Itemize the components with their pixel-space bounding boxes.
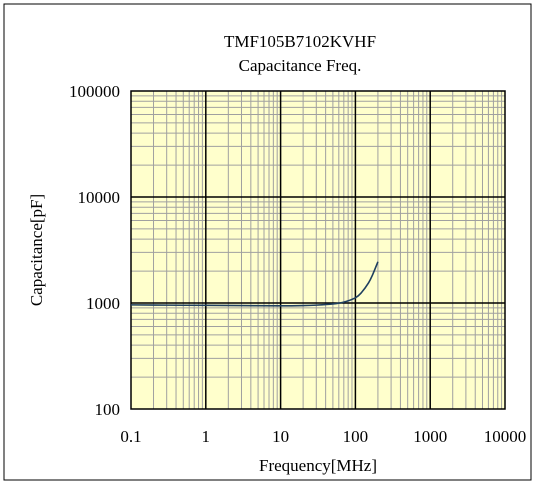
x-tick-label: 10000 — [484, 427, 527, 446]
x-axis-label: Frequency[MHz] — [259, 456, 377, 475]
series-layer — [130, 261, 379, 307]
chart-subtitle: Capacitance Freq. — [239, 56, 362, 75]
y-tick-label: 100000 — [69, 82, 120, 101]
y-tick-label: 1000 — [86, 294, 120, 313]
major-gridlines — [131, 91, 505, 409]
minor-gridlines — [131, 91, 505, 409]
x-tick-labels: 0.1 1 10 100 1000 10000 — [120, 427, 526, 446]
x-tick-label: 0.1 — [120, 427, 141, 446]
x-tick-label: 1 — [202, 427, 211, 446]
series-line — [130, 261, 379, 307]
x-tick-label: 100 — [343, 427, 369, 446]
plot-border — [130, 90, 506, 410]
plot-area — [131, 91, 505, 409]
y-axis-label: Capacitance[pF] — [27, 194, 46, 306]
y-tick-label: 100 — [95, 400, 121, 419]
y-tick-labels: 100 1000 10000 100000 — [69, 82, 120, 419]
x-tick-label: 1000 — [413, 427, 447, 446]
y-tick-label: 10000 — [78, 188, 121, 207]
x-tick-label: 10 — [272, 427, 289, 446]
chart-title: TMF105B7102KVHF — [224, 32, 376, 51]
